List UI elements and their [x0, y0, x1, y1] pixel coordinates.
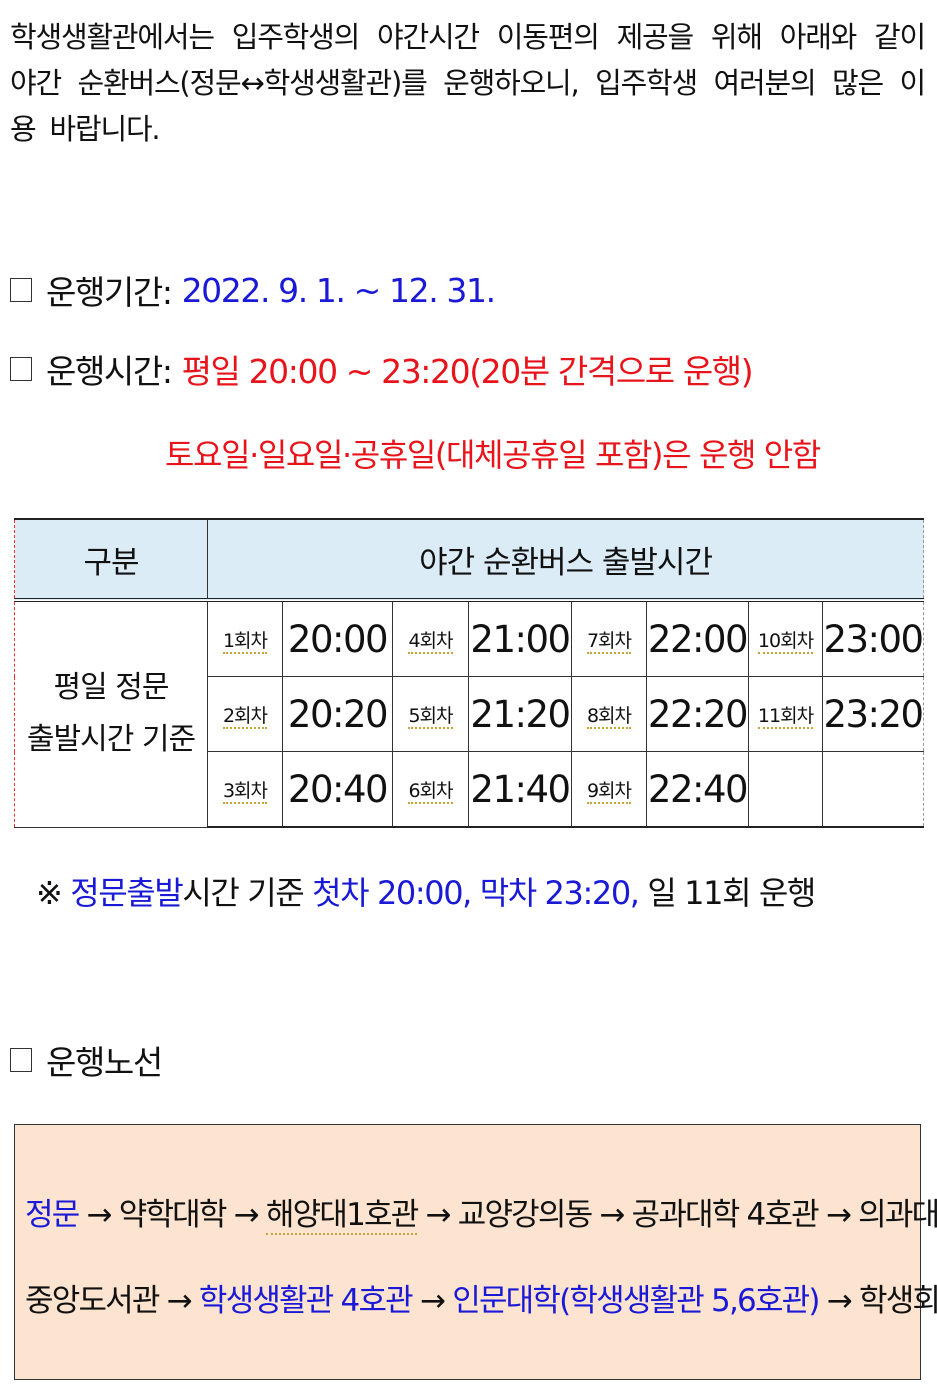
round-cell: 6회차 — [392, 751, 469, 828]
header-time: 야간 순환버스 출발시간 — [206, 518, 925, 602]
period-value: 2022. 9. 1. ~ 12. 31. — [181, 270, 497, 310]
round-cell: 7회차 — [571, 599, 647, 677]
time-cell: 20:40 — [282, 751, 393, 828]
route-stop: 학생생활관 4호관 — [198, 1283, 414, 1319]
time-cell: 22:40 — [646, 751, 749, 828]
schedule-table: 구분 야간 순환버스 출발시간 평일 정문 출발시간 기준 1회차 20:00 … — [14, 518, 924, 828]
time-cell: 23:00 — [821, 599, 924, 677]
round-cell: 8회차 — [571, 676, 647, 752]
time-cell: 21:00 — [468, 599, 572, 677]
kind-line1: 평일 정문 — [53, 670, 170, 706]
route-stop: → — [411, 1283, 453, 1319]
holiday-note: 토요일·일요일·공휴일(대체공휴일 포함)은 운행 안함 — [165, 436, 821, 474]
time-cell — [821, 751, 925, 828]
route-box: 정문 → 약학대학 → 해양대1호관 → 교양강의동 → 공과대학 4호관 → … — [14, 1124, 937, 1380]
time-cell: 20:00 — [282, 599, 393, 677]
route-stop: 인문대학(학생생활관 5,6호관) — [452, 1283, 820, 1319]
time-cell: 20:20 — [282, 676, 393, 752]
header-kind: 구분 — [14, 518, 208, 602]
round-cell: 5회차 — [392, 676, 469, 752]
footnote: ※ 정문출발시간 기준 첫차 20:00, 막차 23:20, 일 11회 운행 — [36, 868, 816, 914]
checkbox-icon — [10, 357, 32, 381]
route-heading: 운행노선 — [10, 1036, 163, 1084]
footnote-part4: 일 11회 운행 — [647, 874, 816, 912]
route-stop: 중앙도서관 → — [25, 1283, 199, 1319]
round-cell: 2회차 — [207, 676, 283, 752]
route-stop: 해양대1호관 — [265, 1197, 419, 1235]
round-cell: 1회차 — [207, 599, 283, 677]
route-stop: 정문 — [25, 1197, 80, 1233]
kind-cell: 평일 정문 출발시간 기준 — [14, 599, 208, 828]
round-cell — [748, 751, 823, 828]
round-cell: 11회차 — [748, 676, 823, 752]
time-cell: 22:00 — [646, 599, 749, 677]
table-row: 2회차 20:20 5회차 21:20 8회차 22:20 11회차 23:20 — [15, 676, 924, 752]
route-stop: → 학생회관 → — [826, 1283, 937, 1319]
kind-line2: 출발시간 기준 — [26, 722, 196, 758]
time-cell: 22:20 — [646, 676, 749, 752]
footnote-part2: 시간 기준 — [182, 874, 304, 912]
footnote-part3: 첫차 20:00, 막차 23:20, — [312, 874, 640, 912]
period-line: 운행기간: 2022. 9. 1. ~ 12. 31. — [10, 266, 497, 314]
checkbox-icon — [10, 278, 32, 302]
round-cell: 4회차 — [392, 599, 469, 677]
table-row: 평일 정문 출발시간 기준 1회차 20:00 4회차 21:00 7회차 22… — [14, 599, 924, 828]
hours-label: 운행시간: — [46, 352, 173, 391]
round-cell: 9회차 — [571, 751, 647, 828]
table-row: 3회차 20:40 6회차 21:40 9회차 22:40 — [15, 751, 925, 828]
checkbox-icon — [10, 1048, 32, 1072]
round-cell: 3회차 — [207, 751, 283, 828]
period-label: 운행기간: — [46, 273, 173, 312]
footnote-part1: 정문출발 — [70, 874, 184, 912]
time-cell: 21:40 — [468, 751, 572, 828]
route-stop: → 교양강의동 → 공과대학 4호관 → 의과대학→ — [417, 1197, 937, 1233]
intro-paragraph: 학생생활관에서는 입주학생의 야간시간 이동편의 제공을 위해 아래와 같이 야… — [10, 20, 926, 146]
route-label: 운행노선 — [46, 1043, 163, 1082]
round-cell: 10회차 — [748, 599, 823, 677]
route-line-2: 중앙도서관 → 학생생활관 4호관 → 인문대학(학생생활관 5,6호관) → … — [25, 1275, 937, 1320]
route-stop: → 약학대학 → — [78, 1197, 266, 1233]
table-header-row: 구분 야간 순환버스 출발시간 — [14, 518, 925, 602]
hours-value: 평일 20:00 ~ 23:20(20분 간격으로 운행) — [181, 352, 754, 391]
hours-line: 운행시간: 평일 20:00 ~ 23:20(20분 간격으로 운행) — [10, 345, 754, 393]
time-cell: 21:20 — [468, 676, 572, 752]
route-line-1: 정문 → 약학대학 → 해양대1호관 → 교양강의동 → 공과대학 4호관 → … — [25, 1189, 937, 1235]
reference-mark: ※ — [36, 874, 63, 912]
time-cell: 23:20 — [821, 676, 924, 752]
